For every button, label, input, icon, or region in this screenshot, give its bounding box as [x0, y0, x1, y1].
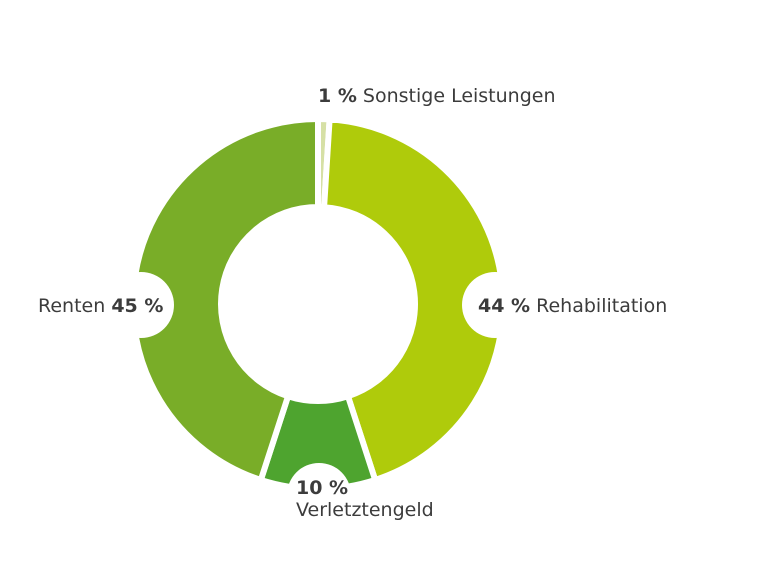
- slice-name-verletztengeld: Verletztengeld: [296, 499, 434, 521]
- slice-label-sonstige: 1 % Sonstige Leistungen: [318, 85, 556, 107]
- slice-label-renten: Renten 45 %: [38, 295, 163, 317]
- bubble-rehabilitation: [462, 272, 528, 338]
- slice-label-verletztengeld: 10 % Verletztengeld: [296, 477, 434, 521]
- slice-percent-rehabilitation: 44 %: [478, 295, 531, 317]
- bubble-renten: [108, 272, 174, 338]
- bubble-verletztengeld: [287, 463, 351, 527]
- slice-label-rehabilitation: 44 % Rehabilitation: [478, 295, 667, 317]
- slice-percent-renten: 45 %: [111, 295, 164, 317]
- slice-name-rehabilitation: Rehabilitation: [536, 295, 668, 317]
- slice-name-renten: Renten: [38, 295, 106, 317]
- slice-name-sonstige: Sonstige Leistungen: [362, 85, 556, 107]
- donut-hole: [221, 207, 415, 401]
- slice-percent-verletztengeld: 10 %: [296, 477, 349, 499]
- slice-percent-sonstige: 1 %: [318, 85, 357, 107]
- label-bubbles: [108, 272, 528, 527]
